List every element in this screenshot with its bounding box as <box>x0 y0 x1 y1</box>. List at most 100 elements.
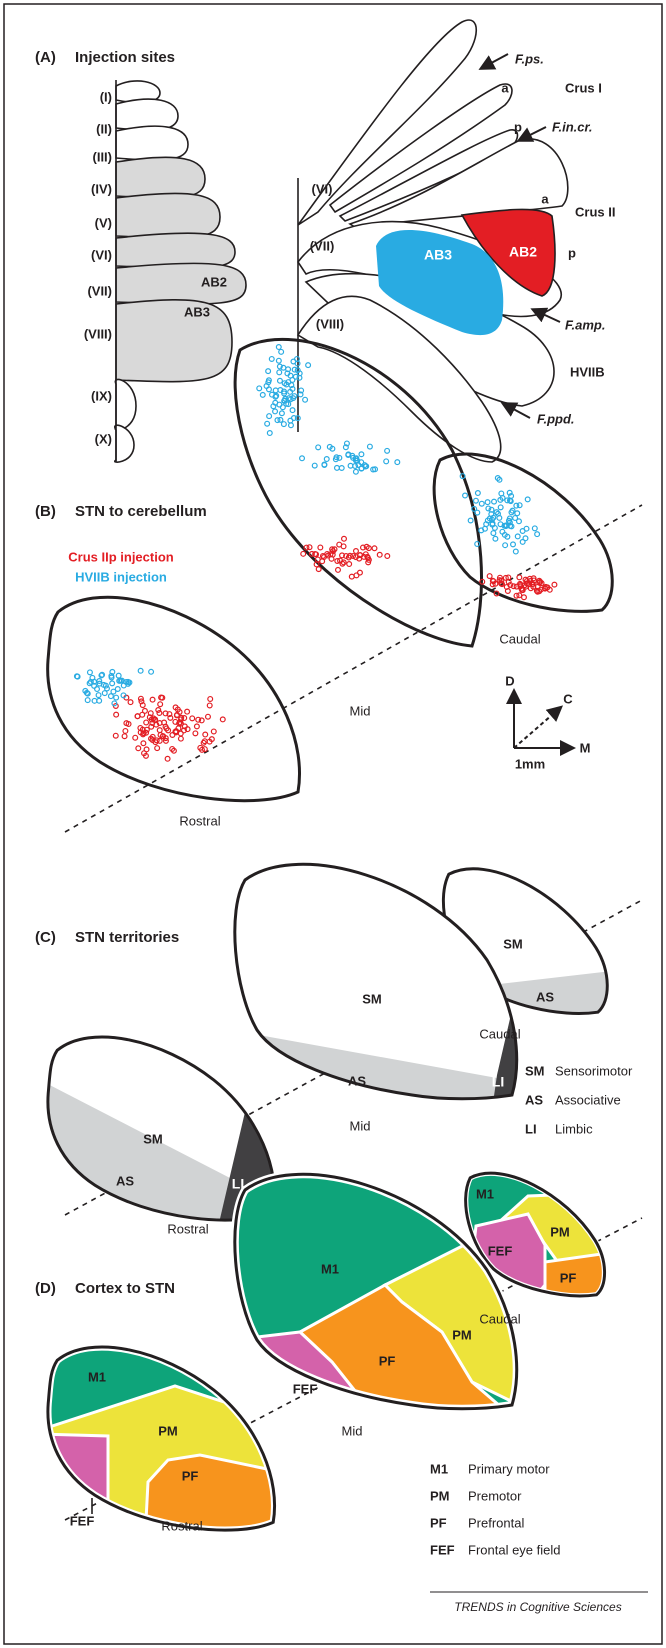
cell-dot <box>525 497 530 502</box>
cell-dot <box>532 526 537 531</box>
legend-abbr: AS <box>525 1092 543 1107</box>
label: (VIII) <box>316 316 344 331</box>
cell-dot <box>267 431 272 436</box>
cell-dot <box>552 582 557 587</box>
legend-name: Frontal eye field <box>468 1542 561 1557</box>
label: (VIII) <box>84 326 112 341</box>
legend-name: Limbic <box>555 1121 593 1136</box>
cell-dot <box>257 386 262 391</box>
label: (V) <box>95 215 112 230</box>
cell-dot <box>96 693 101 698</box>
label: Crus I <box>565 80 602 95</box>
figure: (A)Injection sites(I)(II)(III)(IV)(V)(VI… <box>0 0 666 1648</box>
cell-dot <box>491 531 496 536</box>
label: F.amp. <box>565 317 605 332</box>
label: (IX) <box>91 388 112 403</box>
label: AB3 <box>424 247 452 263</box>
label: (B) <box>35 503 56 520</box>
legend-name: Primary motor <box>468 1461 550 1476</box>
cell-dot <box>341 544 346 549</box>
cell-dot <box>185 709 190 714</box>
cell-dot <box>144 747 149 752</box>
label: AS <box>536 989 554 1004</box>
cell-dot <box>208 697 213 702</box>
cell-dot <box>349 574 354 579</box>
label: Cortex to STN <box>75 1280 175 1297</box>
label: p <box>514 119 522 134</box>
cell-dot <box>463 493 468 498</box>
label: (IV) <box>91 181 112 196</box>
cell-dot <box>368 444 373 449</box>
cell-dot <box>289 423 294 428</box>
cell-dot <box>136 746 141 751</box>
pf-region <box>545 1250 630 1315</box>
cell-dot <box>290 408 295 413</box>
legend-abbr: LI <box>525 1121 537 1136</box>
folium <box>115 425 134 462</box>
cell-dot <box>522 595 527 600</box>
label: SM <box>143 1131 163 1146</box>
label: D <box>505 673 514 688</box>
folium <box>116 157 205 198</box>
label: AS <box>116 1173 134 1188</box>
cell-dot <box>178 736 183 741</box>
label: STN to cerebellum <box>75 503 207 520</box>
legend-name: Associative <box>555 1092 621 1107</box>
arrow <box>514 708 560 748</box>
cell-dot <box>150 697 155 702</box>
cell-dot <box>535 532 540 537</box>
label: Injection sites <box>75 49 175 66</box>
cell-dot <box>194 724 199 729</box>
label: Rostral <box>167 1221 208 1236</box>
cell-dot <box>517 575 522 580</box>
cell-dot <box>88 670 93 675</box>
label: (X) <box>95 431 112 446</box>
legend-entry: Crus IIp injection <box>68 549 174 564</box>
cell-dot <box>474 498 479 503</box>
cerebellum-schematic <box>298 20 568 462</box>
cell-dot <box>273 409 278 414</box>
cell-dot <box>273 388 278 393</box>
cell-dot <box>207 703 212 708</box>
cell-dot <box>114 695 119 700</box>
cell-dot <box>114 712 119 717</box>
sagittal-cerebellum <box>115 81 246 462</box>
cell-dot <box>116 673 121 678</box>
cell-dot <box>385 448 390 453</box>
cell-dot <box>468 518 473 523</box>
label: PF <box>560 1270 577 1285</box>
cell-dot <box>276 358 281 363</box>
cell-dot <box>85 698 90 703</box>
cell-dot <box>278 378 283 383</box>
cell-dot <box>312 463 317 468</box>
label: F.in.cr. <box>552 119 592 134</box>
legend-abbr: PF <box>430 1515 447 1530</box>
label: Mid <box>350 703 371 718</box>
cell-dot <box>122 734 127 739</box>
cell-dot <box>113 733 118 738</box>
folium <box>116 300 232 382</box>
cell-dot <box>307 545 312 550</box>
label: F.ps. <box>515 51 544 66</box>
label: (VI) <box>312 181 333 196</box>
label: PM <box>158 1423 178 1438</box>
label: AB2 <box>509 244 537 260</box>
cell-dot <box>288 418 293 423</box>
cell-dot <box>515 511 520 516</box>
label: LI <box>492 1074 504 1090</box>
label: Crus II <box>575 204 615 219</box>
label: Mid <box>342 1423 363 1438</box>
cell-dot <box>220 717 225 722</box>
cell-dot <box>301 551 306 556</box>
folium <box>116 193 220 238</box>
cell-dot <box>385 554 390 559</box>
cell-dot <box>211 729 216 734</box>
cell-dot <box>475 491 480 496</box>
label: PM <box>452 1327 472 1342</box>
cell-dot <box>133 735 138 740</box>
cell-dot <box>206 714 211 719</box>
legend-entry: HVIIB injection <box>75 569 167 584</box>
cell-dot <box>260 393 265 398</box>
label: Rostral <box>179 813 220 828</box>
label: Caudal <box>479 1311 520 1326</box>
